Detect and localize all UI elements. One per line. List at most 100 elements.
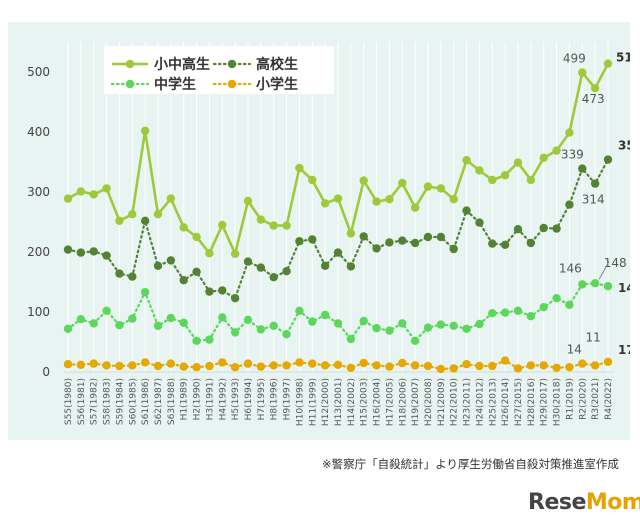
data-label: 14 — [567, 343, 582, 357]
x-tick-label: S62(1987) — [154, 378, 164, 425]
legend-label: 高校生 — [256, 56, 298, 73]
data-point — [590, 179, 600, 188]
data-point — [205, 287, 214, 296]
data-point — [385, 362, 394, 371]
data-point — [115, 361, 124, 371]
data-point — [410, 361, 420, 370]
data-point — [410, 238, 420, 248]
data-point — [513, 158, 523, 167]
data-point — [63, 360, 73, 369]
data-point — [115, 216, 124, 225]
data-point — [140, 288, 150, 297]
data-point — [513, 306, 523, 315]
data-point — [269, 273, 278, 282]
data-point — [436, 364, 446, 374]
legend-label: 中学生 — [154, 76, 196, 93]
data-point — [526, 238, 536, 248]
data-label: 11 — [586, 330, 601, 344]
data-point — [552, 294, 561, 303]
data-point — [462, 206, 471, 215]
x-tick-label: R1(2019) — [565, 378, 575, 420]
data-point — [398, 178, 407, 188]
data-point — [552, 363, 561, 372]
data-point — [475, 319, 484, 329]
data-point — [578, 68, 587, 77]
data-point — [475, 361, 484, 371]
data-point — [140, 126, 150, 135]
data-point — [488, 239, 497, 248]
data-point — [526, 361, 536, 370]
data-point — [385, 326, 394, 335]
data-point — [449, 244, 458, 254]
data-point — [539, 303, 548, 312]
data-point — [359, 232, 368, 241]
data-point — [256, 215, 266, 224]
x-tick-label: R3(2021) — [591, 378, 601, 420]
data-point — [230, 249, 240, 258]
x-tick-label: H11(1999) — [308, 378, 318, 426]
data-point — [359, 358, 368, 368]
data-point — [153, 361, 163, 371]
data-point — [63, 324, 73, 333]
data-point — [243, 196, 253, 206]
data-point — [603, 282, 613, 291]
data-point — [295, 306, 304, 315]
data-label: 339 — [561, 148, 584, 162]
data-point — [475, 166, 484, 175]
x-tick-label: H28(2016) — [527, 378, 537, 426]
data-point — [578, 164, 587, 173]
data-point — [475, 218, 484, 227]
data-point — [436, 184, 446, 193]
data-point — [526, 312, 536, 321]
legend-marker — [227, 79, 237, 89]
data-point — [565, 200, 574, 209]
data-point — [590, 84, 600, 93]
data-point — [166, 359, 176, 368]
data-point — [102, 306, 111, 315]
x-tick-label: H14(2002) — [347, 378, 357, 426]
data-point — [462, 156, 471, 165]
data-point — [578, 359, 587, 368]
data-point — [488, 175, 497, 185]
data-point — [398, 236, 407, 245]
data-point — [346, 262, 356, 271]
x-tick-label: H25(2013) — [488, 378, 498, 426]
x-tick-label: S57(1982) — [90, 378, 100, 425]
axes: 0 100 200 300 400 500 S55(1980) S56(1981) S57(19… — [27, 65, 614, 426]
x-tick-label: H4(1992) — [218, 378, 228, 420]
data-label: 499 — [563, 52, 586, 66]
grid-lines — [67, 42, 609, 372]
data-point — [269, 221, 278, 230]
x-tick-label: S61(1986) — [141, 378, 151, 425]
site-logo: ReseMom — [528, 490, 640, 515]
line-chart: 0 100 200 300 400 500 S55(1980) S56(1981) S57(19… — [27, 42, 630, 426]
data-point — [218, 313, 227, 322]
data-point — [565, 300, 574, 309]
data-point — [128, 272, 137, 281]
data-point — [333, 319, 343, 328]
x-tick-label: S60(1985) — [128, 378, 138, 425]
source-note: ※警察庁「自殺統計」より厚生労働省自殺対策推進室作成 — [322, 457, 619, 471]
x-tick-label: H7(1995) — [257, 378, 267, 420]
data-label: 354 — [618, 139, 630, 153]
data-point — [295, 237, 304, 246]
data-point — [436, 320, 446, 329]
data-point — [590, 361, 600, 370]
data-point — [89, 319, 98, 328]
data-point — [153, 261, 163, 270]
x-tick-label: R4(2022) — [604, 378, 614, 420]
data-labels: 499 473 514 339 314 354 146 148 143 14 11 17 — [559, 51, 630, 357]
x-tick-label: H22(2010) — [450, 378, 460, 426]
data-point — [488, 361, 497, 371]
data-point — [115, 269, 124, 278]
data-label: 17 — [618, 343, 630, 357]
data-point — [282, 361, 291, 370]
data-point — [308, 317, 317, 326]
data-point — [333, 248, 343, 257]
data-point — [89, 190, 98, 199]
data-point — [128, 361, 137, 370]
data-point — [308, 359, 317, 368]
data-label: 143 — [618, 281, 630, 295]
data-point — [449, 195, 458, 204]
